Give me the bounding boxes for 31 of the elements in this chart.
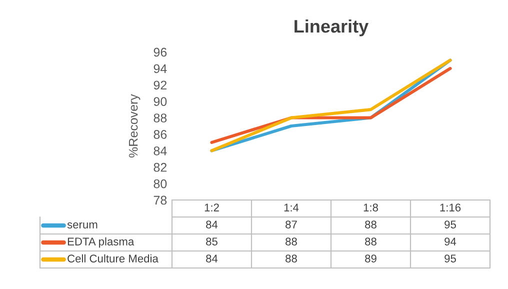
data-label: 88 bbox=[286, 254, 297, 262]
y-tick-label: 78 bbox=[154, 196, 167, 205]
data-label: 95 bbox=[444, 220, 456, 228]
y-tick-label: 92 bbox=[154, 80, 167, 90]
data-label: 87 bbox=[286, 220, 297, 228]
legend-label: EDTA plasma bbox=[68, 237, 134, 248]
x-tick-label: 1:2 bbox=[204, 204, 219, 212]
y-tick-label: 80 bbox=[154, 179, 167, 188]
data-label: 88 bbox=[365, 220, 376, 228]
legend-label: Cell Culture Media bbox=[68, 254, 158, 262]
y-tick-label: 94 bbox=[154, 64, 167, 74]
x-tick-label: 1:8 bbox=[364, 204, 378, 212]
y-tick-label: 86 bbox=[154, 130, 167, 139]
data-label: 88 bbox=[365, 238, 376, 246]
x-tick-label: 1:4 bbox=[284, 204, 299, 212]
y-tick-label: 82 bbox=[154, 162, 167, 172]
y-axis-title: %Recovery bbox=[128, 94, 140, 158]
data-label: 85 bbox=[206, 238, 218, 246]
legend-label: serum bbox=[67, 222, 98, 228]
data-label: 94 bbox=[444, 238, 456, 246]
x-tick-label: 1:16 bbox=[440, 204, 461, 212]
y-tick-label: 96 bbox=[154, 48, 167, 57]
data-label: 89 bbox=[365, 254, 376, 262]
data-label: 84 bbox=[206, 220, 218, 228]
data-label: 88 bbox=[286, 238, 297, 246]
y-tick-label: 84 bbox=[154, 146, 167, 156]
chart-title: Linearity bbox=[294, 19, 369, 36]
y-tick-label: 90 bbox=[154, 97, 167, 106]
y-tick-label: 88 bbox=[154, 114, 167, 122]
data-label: 95 bbox=[444, 254, 456, 262]
data-label: 84 bbox=[206, 254, 218, 262]
